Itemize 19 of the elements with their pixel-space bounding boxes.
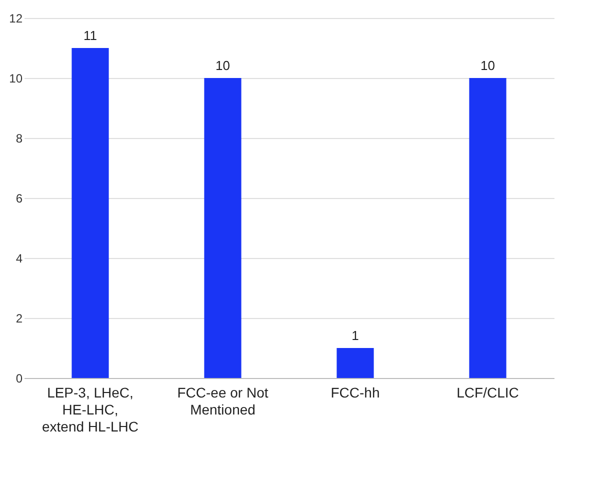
- y-tick-label: 4: [16, 252, 23, 266]
- y-tick-label: 6: [16, 192, 23, 206]
- bar: [204, 78, 242, 378]
- x-tick-label: LCF/CLIC: [456, 384, 519, 400]
- data-label: 10: [216, 58, 230, 73]
- data-label: 1: [352, 328, 359, 343]
- data-label: 10: [480, 58, 495, 73]
- bar: [469, 78, 506, 378]
- y-tick-label: 12: [9, 12, 23, 26]
- data-label: 11: [84, 28, 97, 43]
- y-tick-label: 8: [16, 132, 23, 146]
- bar: [336, 348, 374, 378]
- bar: [72, 48, 109, 378]
- x-tick-label: LEP-3, LHeC, HE-LHC, extend HL-LHC: [42, 384, 138, 434]
- x-tick-label: FCC-ee or Not Mentioned: [177, 384, 268, 418]
- x-tick-label: FCC-hh: [330, 384, 380, 400]
- y-tick-label: 10: [9, 72, 23, 86]
- y-tick-label: 0: [16, 372, 23, 386]
- y-tick-label: 2: [16, 312, 23, 326]
